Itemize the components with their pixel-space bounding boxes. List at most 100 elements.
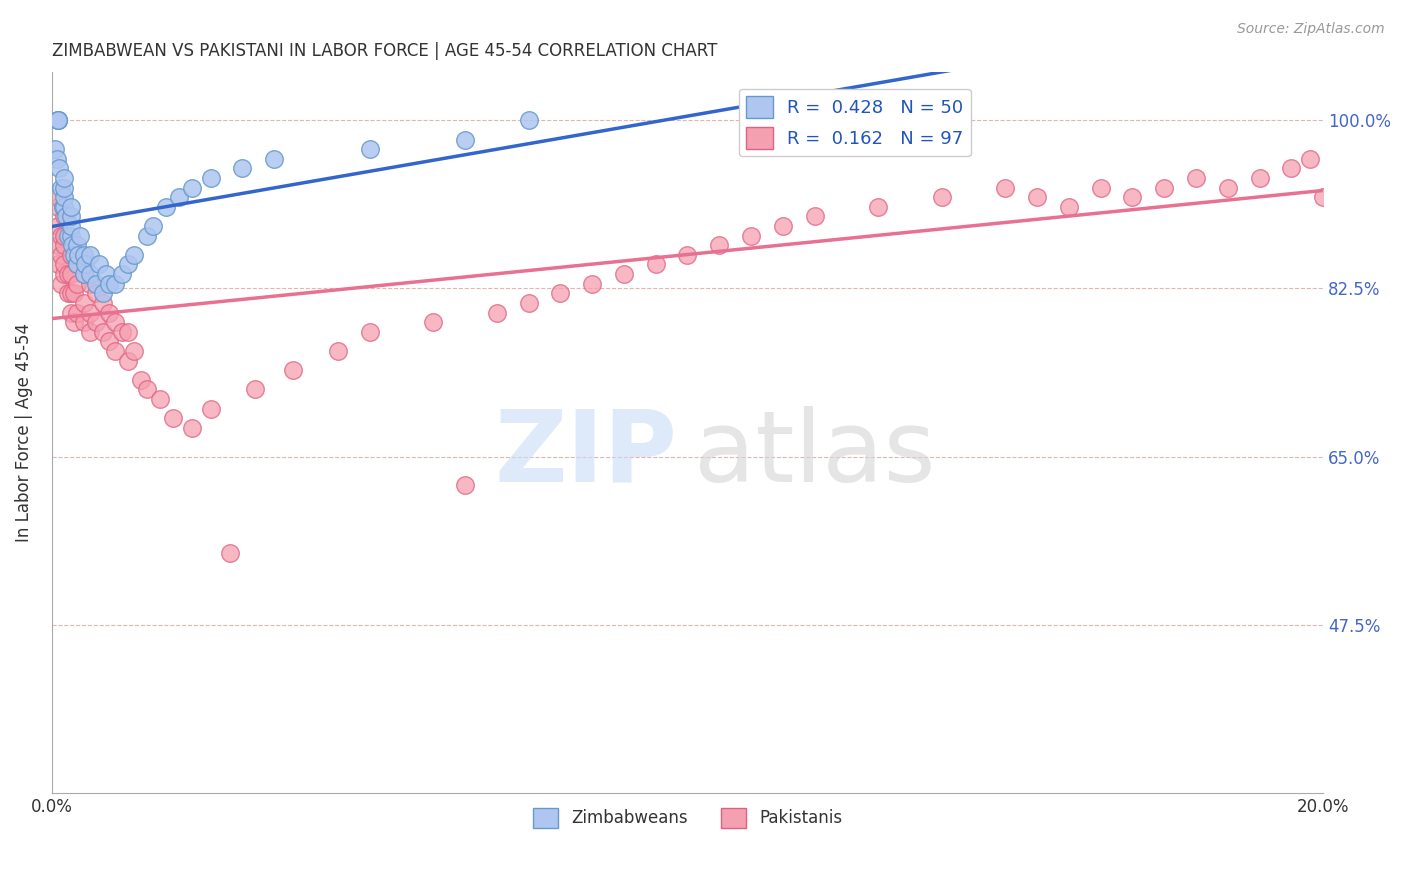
Point [613,267,636,281]
Point [142,219,165,233]
Point [79,325,101,339]
Point [1216,180,1239,194]
Point [56,286,79,301]
Point [454,133,477,147]
Point [53,228,76,243]
Point [91,325,114,339]
Point [124,248,146,262]
Point [69,228,91,243]
Point [91,286,114,301]
Point [46,113,69,128]
Point [79,277,101,291]
Point [84,315,107,329]
Point [46,113,69,128]
Point [550,286,572,301]
Point [676,248,699,262]
Point [581,277,603,291]
Point [72,296,94,310]
Point [283,363,305,377]
Point [97,334,120,349]
Point [91,296,114,310]
Point [97,305,120,319]
Point [66,238,89,252]
Point [136,228,159,243]
Point [89,258,111,272]
Point [1026,190,1049,204]
Point [1249,171,1271,186]
Point [180,421,202,435]
Point [1057,200,1080,214]
Point [59,286,82,301]
Point [1185,171,1208,186]
Point [72,315,94,329]
Point [66,258,89,272]
Point [46,219,69,233]
Text: ZIP: ZIP [495,406,678,503]
Point [46,258,69,272]
Point [200,171,222,186]
Point [72,267,94,281]
Point [53,171,76,186]
Point [46,190,69,204]
Point [63,315,86,329]
Point [52,200,75,214]
Point [485,305,508,319]
Point [53,180,76,194]
Point [46,200,69,214]
Point [162,411,184,425]
Point [60,238,83,252]
Point [104,277,127,291]
Point [56,228,79,243]
Point [180,180,202,194]
Point [51,277,73,291]
Point [422,315,444,329]
Point [994,180,1017,194]
Point [243,382,266,396]
Point [53,267,76,281]
Point [44,142,66,156]
Point [72,267,94,281]
Point [136,382,159,396]
Point [1090,180,1112,194]
Point [218,545,240,559]
Point [97,277,120,291]
Point [104,315,127,329]
Point [53,258,76,272]
Point [53,238,76,252]
Point [772,219,794,233]
Point [454,478,477,492]
Point [117,353,139,368]
Point [931,190,953,204]
Point [45,152,67,166]
Point [46,113,69,128]
Point [79,248,101,262]
Point [84,277,107,291]
Point [66,277,89,291]
Point [59,210,82,224]
Point [359,142,381,156]
Point [59,267,82,281]
Point [53,200,76,214]
Point [104,343,127,358]
Point [709,238,731,252]
Point [1299,152,1322,166]
Point [1312,190,1334,204]
Point [644,258,666,272]
Point [326,343,349,358]
Point [79,267,101,281]
Point [517,113,540,128]
Text: Source: ZipAtlas.com: Source: ZipAtlas.com [1237,22,1385,37]
Point [59,305,82,319]
Point [66,258,89,272]
Point [59,200,82,214]
Point [124,343,146,358]
Point [167,190,190,204]
Text: atlas: atlas [693,406,935,503]
Point [59,248,82,262]
Point [129,373,152,387]
Point [117,325,139,339]
Point [63,248,86,262]
Point [517,296,540,310]
Point [79,305,101,319]
Point [66,305,89,319]
